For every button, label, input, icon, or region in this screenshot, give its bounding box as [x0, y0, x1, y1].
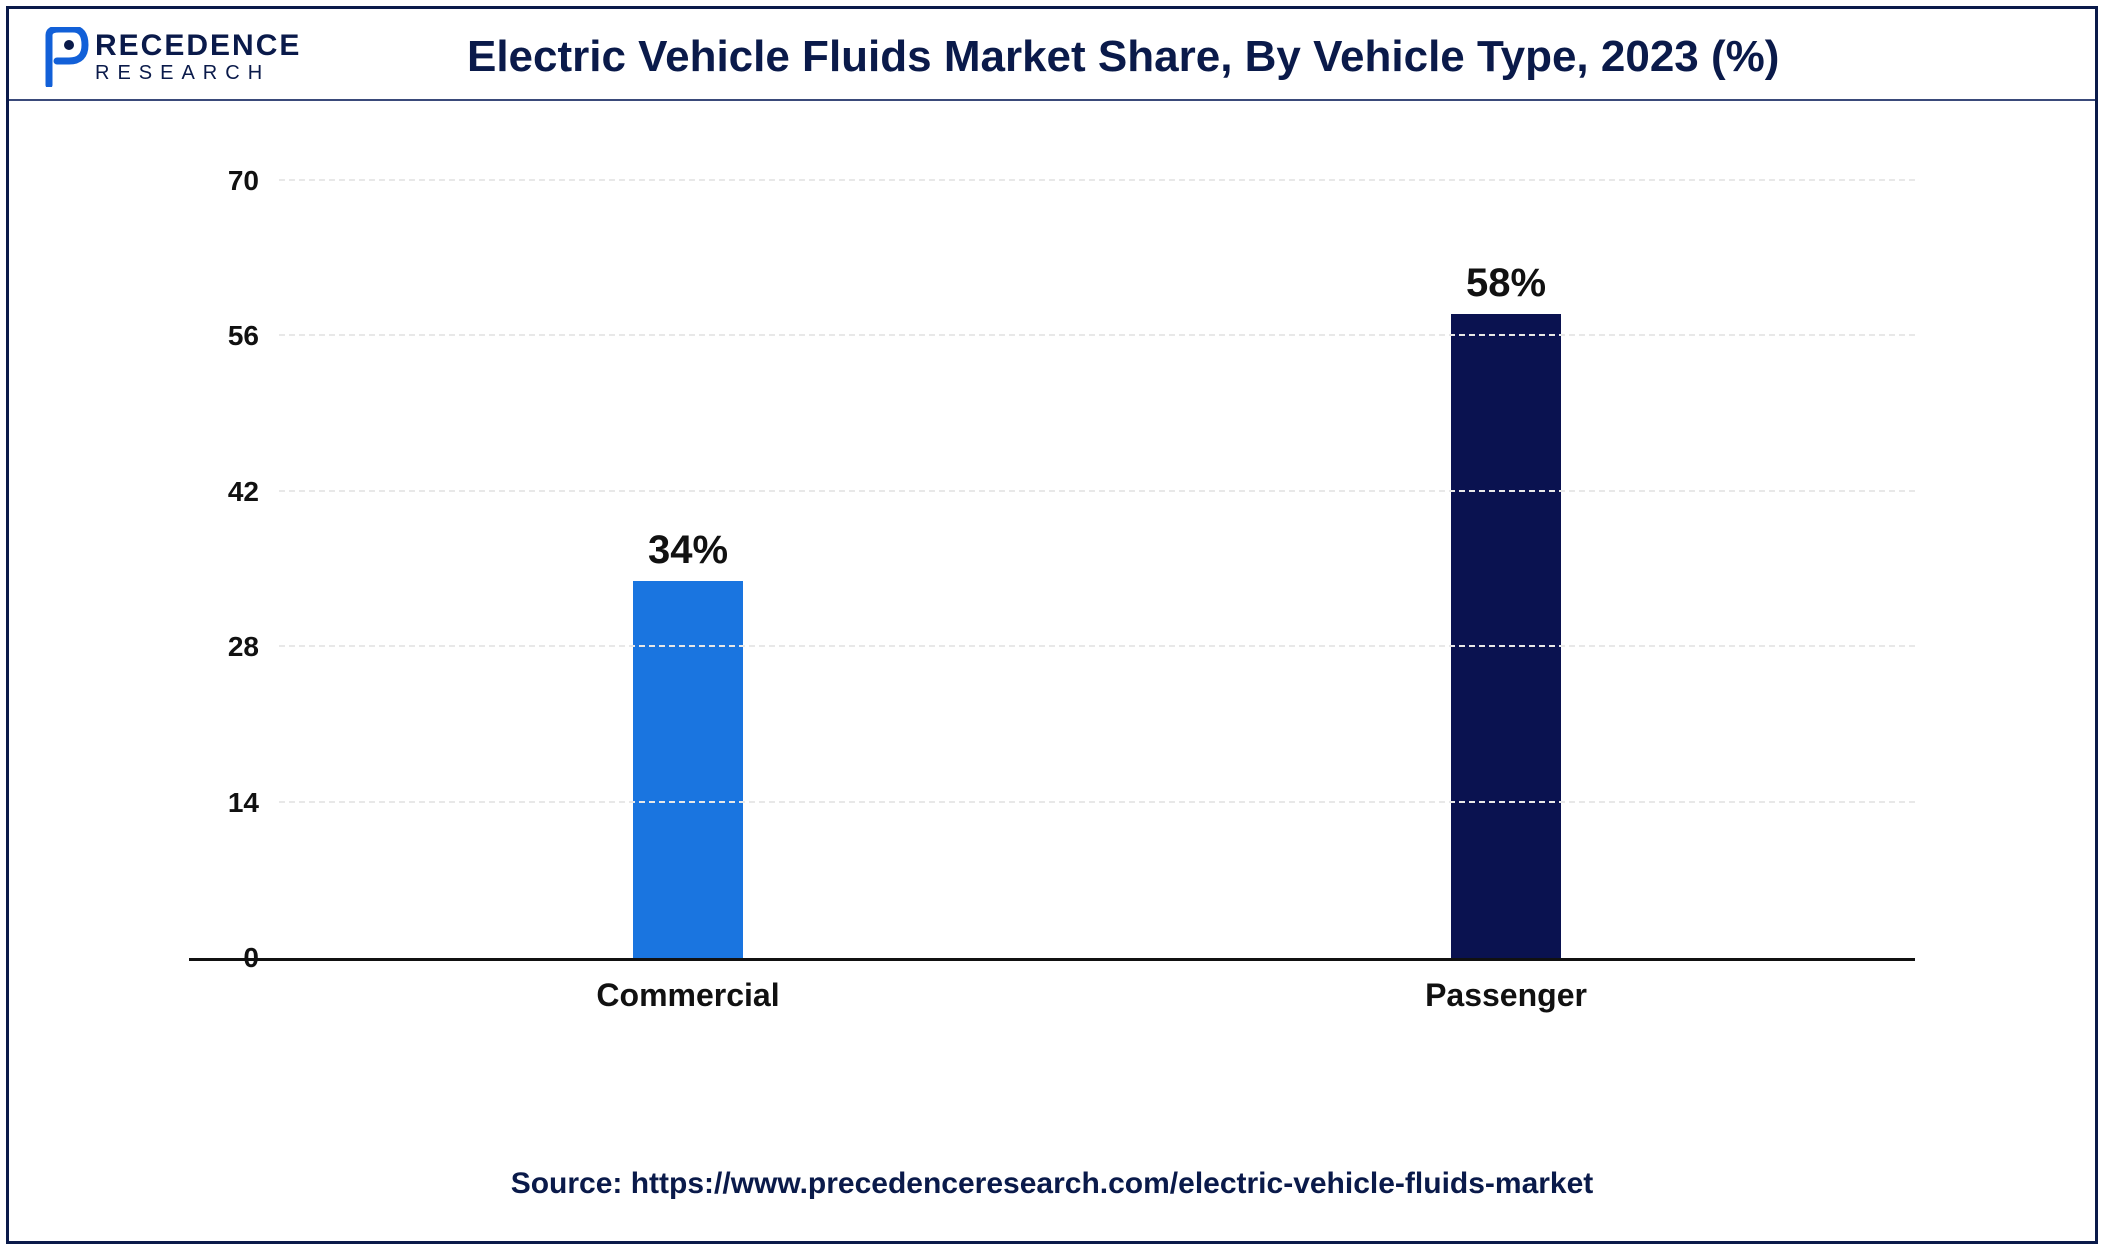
y-tick-label: 28 — [189, 631, 259, 663]
logo-p-icon — [39, 27, 89, 87]
chart-title: Electric Vehicle Fluids Market Share, By… — [301, 32, 2065, 82]
bar-rect-commercial — [633, 581, 743, 958]
source-attribution: Source: https://www.precedenceresearch.c… — [9, 1137, 2095, 1241]
x-label-passenger: Passenger — [1097, 977, 1915, 1014]
chart-area: 34% 58% Commercial Passenger 0 14 28 42 56 70 — [9, 101, 2095, 1137]
x-label-commercial: Commercial — [279, 977, 1097, 1014]
gridline — [279, 334, 1915, 336]
y-tick-label: 14 — [189, 787, 259, 819]
plot-region: 34% 58% Commercial Passenger 01428425670 — [189, 181, 1915, 961]
gridline — [279, 179, 1915, 181]
logo-word: RECEDENCE — [95, 31, 301, 61]
brand-logo: RECEDENCE RESEARCH — [39, 27, 301, 87]
header: RECEDENCE RESEARCH Electric Vehicle Flui… — [9, 9, 2095, 101]
gridline — [279, 645, 1915, 647]
gridline — [279, 490, 1915, 492]
bars-container: 34% 58% — [279, 181, 1915, 958]
x-axis-labels: Commercial Passenger — [279, 977, 1915, 1014]
logo-sub: RESEARCH — [95, 63, 301, 83]
y-tick-label: 70 — [189, 165, 259, 197]
y-tick-label: 56 — [189, 320, 259, 352]
bar-value-label: 34% — [648, 528, 728, 573]
logo-text: RECEDENCE RESEARCH — [95, 31, 301, 83]
bar-slot-commercial: 34% — [279, 181, 1097, 958]
bar-rect-passenger — [1451, 314, 1561, 958]
bar-slot-passenger: 58% — [1097, 181, 1915, 958]
outer-frame: RECEDENCE RESEARCH Electric Vehicle Flui… — [6, 6, 2098, 1244]
bar-value-label: 58% — [1466, 261, 1546, 306]
y-tick-label: 42 — [189, 476, 259, 508]
gridline — [279, 801, 1915, 803]
y-tick-label: 0 — [189, 942, 259, 974]
